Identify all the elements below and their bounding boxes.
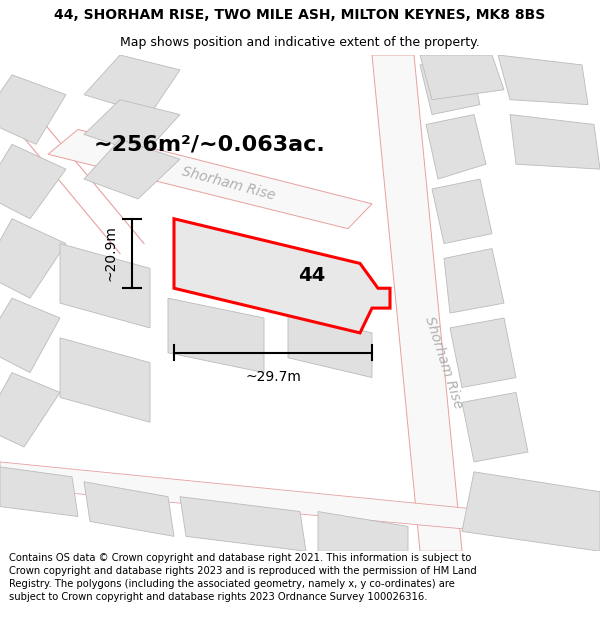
Polygon shape [510,114,600,169]
Text: ~20.9m: ~20.9m [103,226,117,281]
Polygon shape [420,55,504,99]
Text: 44, SHORHAM RISE, TWO MILE ASH, MILTON KEYNES, MK8 8BS: 44, SHORHAM RISE, TWO MILE ASH, MILTON K… [55,8,545,22]
Polygon shape [168,298,264,372]
Polygon shape [84,55,180,114]
Polygon shape [444,249,504,313]
Polygon shape [84,482,174,536]
Polygon shape [372,55,462,551]
Text: Map shows position and indicative extent of the property.: Map shows position and indicative extent… [120,36,480,49]
Polygon shape [84,139,180,199]
Polygon shape [174,219,390,333]
Polygon shape [462,472,600,551]
Text: Shorham Rise: Shorham Rise [180,165,276,203]
Text: ~256m²/~0.063ac.: ~256m²/~0.063ac. [94,134,326,154]
Polygon shape [180,497,306,551]
Polygon shape [318,511,408,551]
Polygon shape [432,179,492,244]
Polygon shape [420,55,480,114]
Polygon shape [0,298,60,372]
Polygon shape [498,55,588,104]
Polygon shape [0,144,66,219]
Polygon shape [0,467,78,516]
Polygon shape [462,392,528,462]
Polygon shape [288,313,372,378]
Polygon shape [0,372,60,447]
Text: Contains OS data © Crown copyright and database right 2021. This information is : Contains OS data © Crown copyright and d… [9,552,477,602]
Polygon shape [60,244,150,328]
Polygon shape [0,462,600,541]
Polygon shape [0,219,66,298]
Polygon shape [60,338,150,422]
Polygon shape [0,75,66,144]
Text: 44: 44 [298,266,326,286]
Polygon shape [84,99,180,154]
Polygon shape [48,129,372,229]
Text: Shorham Rise: Shorham Rise [422,315,466,411]
Text: ~29.7m: ~29.7m [245,370,301,384]
Polygon shape [450,318,516,388]
Polygon shape [426,114,486,179]
